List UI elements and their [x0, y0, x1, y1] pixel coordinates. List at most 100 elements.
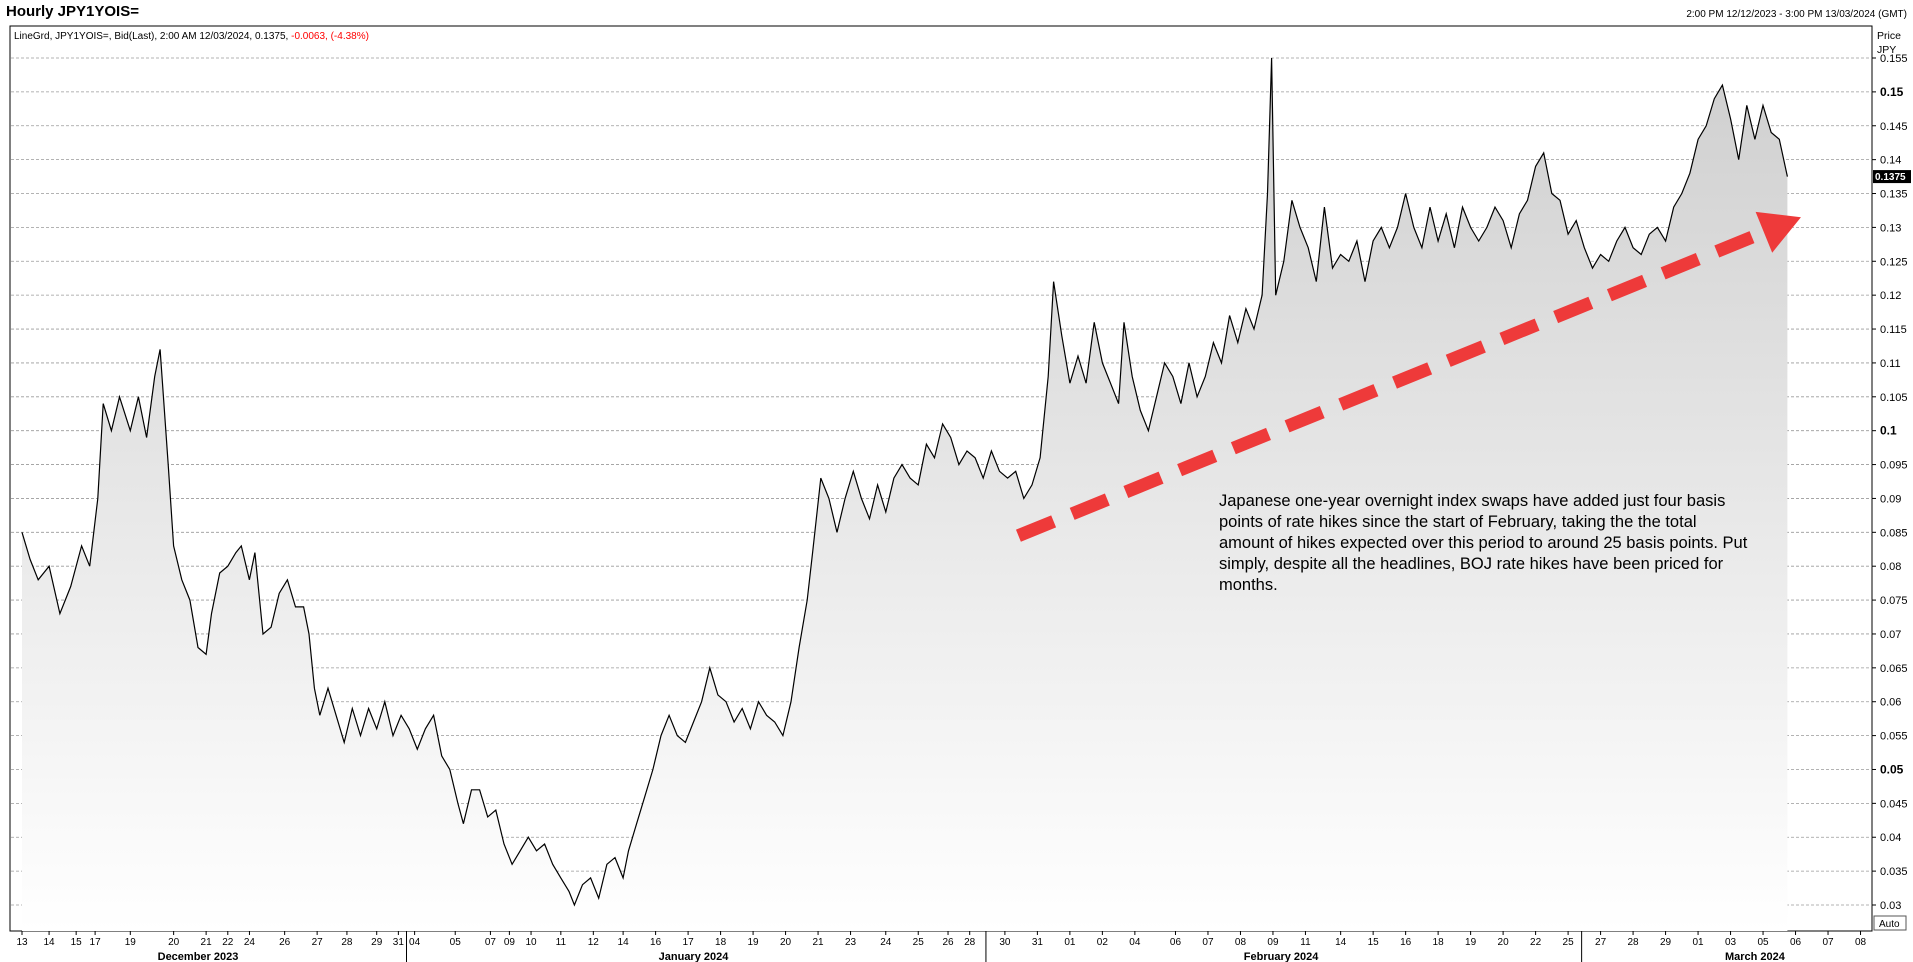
- x-tick-label: 25: [1563, 937, 1575, 948]
- x-tick-label: 05: [450, 937, 462, 948]
- y-tick-label: 0.055: [1880, 731, 1908, 743]
- x-month-label: January 2024: [659, 951, 730, 962]
- y-tick-label: 0.06: [1880, 697, 1901, 709]
- x-tick-label: 08: [1235, 937, 1247, 948]
- x-tick-label: 26: [279, 937, 291, 948]
- y-tick-label: 0.03: [1880, 900, 1901, 912]
- x-tick-label: 19: [125, 937, 137, 948]
- y-tick-label: 0.035: [1880, 866, 1908, 878]
- x-tick-label: 04: [409, 937, 421, 948]
- x-tick-label: 16: [1400, 937, 1412, 948]
- x-tick-label: 01: [1064, 937, 1076, 948]
- x-tick-label: 09: [1267, 937, 1279, 948]
- x-tick-label: 18: [715, 937, 727, 948]
- x-tick-label: 15: [1368, 937, 1380, 948]
- y-tick-label: 0.1: [1880, 424, 1897, 438]
- trend-arrow-head: [1755, 211, 1801, 253]
- x-month-label: December 2023: [158, 951, 239, 962]
- auto-scale-button[interactable]: [1873, 915, 1907, 931]
- x-tick-label: 21: [812, 937, 824, 948]
- x-axis-ticks: 13 14 15 17 19 20 21 22 24 26 27 28 29 31 04 05 07 09 10 11…: [16, 931, 1867, 962]
- currency-axis-label: JPY: [1877, 44, 1896, 56]
- last-value-text: 0.1375: [1875, 172, 1906, 183]
- x-tick-label: 07: [1822, 937, 1834, 948]
- x-tick-label: 31: [1032, 937, 1044, 948]
- series-change-text: -0.0063, (-4.38%): [291, 31, 369, 42]
- x-tick-label: 11: [556, 937, 567, 948]
- y-tick-label: 0.095: [1880, 460, 1908, 472]
- x-tick-label: 14: [618, 937, 630, 948]
- x-tick-label: 29: [371, 937, 383, 948]
- y-tick-label: 0.13: [1880, 222, 1901, 234]
- y-tick-label: 0.085: [1880, 527, 1908, 539]
- x-tick-label: 22: [222, 937, 234, 948]
- y-tick-label: 0.145: [1880, 121, 1908, 133]
- x-tick-label: 24: [244, 937, 256, 948]
- y-tick-label: 0.135: [1880, 189, 1908, 201]
- y-tick-label: 0.125: [1880, 256, 1908, 268]
- y-axis-ticks: 0.03 0.035 0.04 0.045 0.05 0.055 0.06 0.065 0.07…: [1872, 53, 1908, 912]
- y-tick-label: 0.065: [1880, 663, 1908, 675]
- series-legend-text: LineGrd, JPY1YOIS=, Bid(Last), 2:00 AM 1…: [14, 31, 291, 42]
- y-tick-label: 0.115: [1880, 324, 1907, 336]
- y-tick-label: 0.12: [1880, 290, 1901, 302]
- x-tick-label: 07: [1202, 937, 1214, 948]
- last-value-badge: [1873, 170, 1911, 184]
- x-tick-label: 16: [650, 937, 662, 948]
- x-tick-label: 05: [1757, 937, 1769, 948]
- y-tick-label: 0.09: [1880, 493, 1901, 505]
- auto-scale-label: Auto: [1879, 919, 1900, 930]
- x-tick-label: 20: [780, 937, 792, 948]
- x-tick-label: 03: [1725, 937, 1737, 948]
- x-tick-label: 22: [1530, 937, 1542, 948]
- x-tick-label: 18: [1433, 937, 1445, 948]
- x-tick-label: 28: [341, 937, 353, 948]
- y-tick-label: 0.075: [1880, 595, 1908, 607]
- price-axis-label: Price: [1877, 30, 1901, 42]
- x-tick-label: 29: [1660, 937, 1672, 948]
- x-tick-label: 09: [504, 937, 516, 948]
- x-tick-label: 07: [485, 937, 497, 948]
- x-month-label: March 2024: [1725, 951, 1786, 962]
- x-tick-label: 02: [1097, 937, 1109, 948]
- x-tick-label: 27: [312, 937, 324, 948]
- x-tick-label: 19: [1465, 937, 1477, 948]
- series-legend: LineGrd, JPY1YOIS=, Bid(Last), 2:00 AM 1…: [14, 31, 369, 42]
- y-tick-label: 0.14: [1880, 155, 1901, 167]
- x-tick-label: 17: [683, 937, 695, 948]
- price-area-fill: [22, 58, 1788, 931]
- y-tick-label: 0.11: [1880, 358, 1901, 370]
- x-tick-label: 15: [71, 937, 83, 948]
- y-tick-label: 0.07: [1880, 629, 1901, 641]
- x-tick-label: 28: [964, 937, 976, 948]
- x-tick-label: 11: [1300, 937, 1311, 948]
- x-tick-label: 10: [525, 937, 537, 948]
- x-tick-label: 24: [880, 937, 892, 948]
- x-tick-label: 08: [1855, 937, 1867, 948]
- y-tick-label: 0.045: [1880, 798, 1908, 810]
- x-tick-label: 23: [845, 937, 857, 948]
- y-tick-label: 0.08: [1880, 561, 1901, 573]
- y-tick-label: 0.105: [1880, 392, 1908, 404]
- x-tick-label: 21: [201, 937, 213, 948]
- x-tick-label: 12: [588, 937, 600, 948]
- trend-arrow-shaft: [1015, 226, 1767, 542]
- x-tick-label: 13: [16, 937, 28, 948]
- y-tick-label: 0.05: [1880, 762, 1904, 776]
- x-tick-label: 01: [1692, 937, 1704, 948]
- x-tick-label: 14: [44, 937, 56, 948]
- x-tick-label: 28: [1628, 937, 1640, 948]
- x-tick-label: 20: [168, 937, 180, 948]
- x-tick-label: 31: [393, 937, 405, 948]
- price-line: [21, 57, 1788, 907]
- x-month-label: February 2024: [1244, 951, 1319, 962]
- x-tick-label: 04: [1129, 937, 1141, 948]
- y-tick-label: 0.04: [1880, 832, 1901, 844]
- x-tick-label: 06: [1170, 937, 1182, 948]
- y-tick-label: 0.15: [1880, 85, 1904, 99]
- x-tick-label: 26: [942, 937, 954, 948]
- x-tick-label: 25: [913, 937, 925, 948]
- x-tick-label: 20: [1498, 937, 1510, 948]
- x-tick-label: 06: [1790, 937, 1802, 948]
